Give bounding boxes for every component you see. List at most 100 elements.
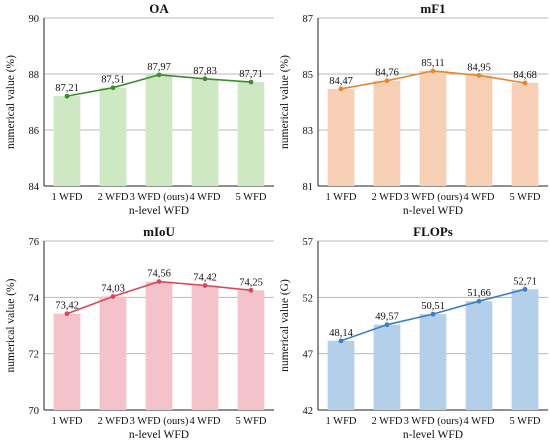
x-tick-label: 4 WFD — [189, 416, 220, 427]
bar-5-wfd — [237, 82, 265, 186]
data-label: 74,25 — [239, 277, 263, 288]
bar-4-wfd — [191, 285, 219, 410]
y-tick-label: 42 — [303, 406, 314, 417]
x-tick-label: 4 WFD — [463, 416, 494, 427]
data-label: 49,57 — [375, 312, 399, 323]
bar-5-wfd — [237, 290, 265, 410]
data-label: 73,42 — [55, 301, 79, 312]
chart-panel-oa: 84 86 88 90 87,21 87,51 87,97 87,83 87,71 1 WFD 2 … — [5, 1, 274, 217]
chart-title: mIoU — [143, 224, 175, 239]
y-tick-label: 74 — [29, 293, 40, 304]
y-tick-label: 87 — [303, 14, 314, 25]
data-label: 74,42 — [193, 273, 217, 284]
x-tick-label: 2 WFD — [97, 192, 128, 203]
chart-title: OA — [149, 1, 169, 16]
data-label: 52,71 — [513, 276, 537, 287]
y-tick-label: 85 — [303, 70, 314, 81]
y-axis-label: numerical value (%) — [279, 55, 291, 149]
y-tick-label: 70 — [29, 406, 40, 417]
x-tick-label: 4 WFD — [463, 192, 494, 203]
bar-4-wfd — [465, 301, 493, 410]
y-tick-label: 84 — [29, 182, 40, 193]
data-point — [64, 311, 70, 317]
data-label: 87,71 — [239, 69, 263, 80]
x-tick-label: 3 WFD (ours) — [130, 192, 189, 203]
x-tick-label: 3 WFD (ours) — [404, 192, 463, 203]
x-tick-label: 2 WFD — [97, 416, 128, 427]
y-tick-label: 81 — [303, 182, 314, 193]
data-label: 87,51 — [101, 75, 125, 86]
bar-3-wfd-ours — [419, 70, 447, 186]
data-point — [430, 68, 436, 74]
x-tick-label: 5 WFD — [509, 416, 540, 427]
bar-4-wfd — [465, 75, 493, 186]
x-tick-label: 1 WFD — [51, 416, 82, 427]
x-axis-label: n-level WFD — [403, 205, 463, 217]
data-point — [110, 85, 116, 91]
y-tick-label: 47 — [303, 350, 314, 361]
data-label: 84,76 — [375, 68, 399, 79]
data-point — [248, 79, 254, 85]
y-tick-label: 88 — [29, 70, 40, 81]
x-tick-label: 1 WFD — [51, 192, 82, 203]
data-label: 50,51 — [421, 301, 445, 312]
x-tick-label: 5 WFD — [235, 416, 266, 427]
data-point — [338, 86, 344, 92]
chart-title: FLOPs — [413, 224, 453, 239]
y-tick-label: 86 — [29, 126, 40, 137]
data-point — [384, 78, 390, 84]
y-axis-label: numerical value (G) — [279, 279, 291, 372]
data-point — [156, 72, 162, 78]
x-tick-label: 5 WFD — [509, 192, 540, 203]
bar-1-wfd — [327, 340, 355, 410]
data-label: 51,66 — [467, 288, 491, 299]
chart-panel-miou: 70 72 74 76 73,42 74,03 74,56 74,42 74,25 1 WFD 2 … — [5, 224, 274, 440]
data-point — [202, 283, 208, 288]
x-tick-label: 2 WFD — [371, 416, 402, 427]
data-label: 74,56 — [147, 269, 171, 280]
data-label: 84,47 — [329, 76, 353, 87]
data-label: 84,68 — [513, 70, 537, 81]
bar-3-wfd-ours — [419, 314, 447, 410]
bar-1-wfd — [53, 96, 81, 186]
bar-2-wfd — [373, 80, 401, 186]
data-point — [476, 298, 482, 304]
y-axis-label: numerical value (%) — [5, 278, 17, 372]
data-point — [156, 279, 162, 284]
x-tick-label: 4 WFD — [189, 192, 220, 203]
bar-4-wfd — [191, 78, 219, 186]
bar-1-wfd — [327, 88, 355, 186]
data-label: 84,95 — [467, 62, 491, 73]
x-tick-label: 1 WFD — [325, 192, 356, 203]
data-point — [64, 93, 70, 99]
data-point — [522, 80, 528, 86]
data-point — [202, 76, 208, 82]
data-point — [476, 73, 482, 78]
chart-panel-mf1: 81 83 85 87 84,47 84,76 85,11 84,95 84,68 1 WFD 2 … — [279, 1, 548, 217]
x-axis-label: n-level WFD — [403, 429, 463, 440]
data-label: 85,11 — [421, 58, 444, 69]
data-label: 87,21 — [55, 83, 79, 94]
data-label: 87,97 — [147, 62, 171, 73]
x-tick-label: 3 WFD (ours) — [404, 416, 463, 427]
data-point — [384, 322, 390, 328]
x-tick-label: 2 WFD — [371, 192, 402, 203]
y-tick-label: 72 — [29, 350, 40, 361]
x-axis-label: n-level WFD — [129, 205, 189, 217]
bar-2-wfd — [373, 324, 401, 410]
bar-5-wfd — [511, 82, 539, 186]
y-tick-label: 57 — [303, 237, 314, 248]
bar-2-wfd — [99, 296, 127, 410]
data-point — [338, 338, 344, 344]
y-tick-label: 90 — [29, 14, 40, 25]
bar-3-wfd-ours — [145, 281, 173, 410]
bar-5-wfd — [511, 289, 539, 410]
bar-2-wfd — [99, 87, 127, 186]
y-tick-label: 76 — [29, 237, 40, 248]
chart-title: mF1 — [420, 1, 445, 16]
x-tick-label: 5 WFD — [235, 192, 266, 203]
data-label: 87,83 — [193, 66, 217, 77]
data-point — [430, 311, 436, 317]
y-tick-label: 83 — [303, 126, 314, 137]
